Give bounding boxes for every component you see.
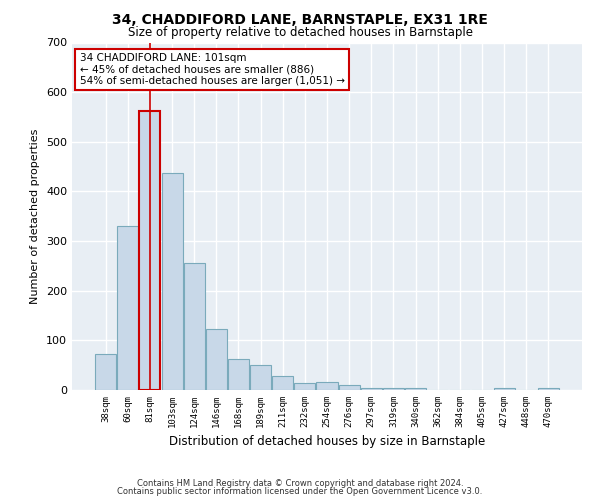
Text: 34 CHADDIFORD LANE: 101sqm
← 45% of detached houses are smaller (886)
54% of sem: 34 CHADDIFORD LANE: 101sqm ← 45% of deta… bbox=[80, 53, 344, 86]
Bar bbox=[494, 388, 515, 390]
Bar bbox=[316, 382, 338, 390]
Bar bbox=[206, 330, 227, 390]
Bar bbox=[250, 364, 271, 390]
Text: Contains HM Land Registry data © Crown copyright and database right 2024.: Contains HM Land Registry data © Crown c… bbox=[137, 478, 463, 488]
Y-axis label: Number of detached properties: Number of detached properties bbox=[31, 128, 40, 304]
Bar bbox=[184, 264, 205, 390]
Bar bbox=[118, 226, 139, 390]
Bar bbox=[272, 376, 293, 390]
Bar bbox=[95, 354, 116, 390]
Bar bbox=[228, 359, 249, 390]
Bar bbox=[538, 388, 559, 390]
Bar bbox=[383, 388, 404, 390]
Text: Size of property relative to detached houses in Barnstaple: Size of property relative to detached ho… bbox=[128, 26, 473, 39]
Text: 34, CHADDIFORD LANE, BARNSTAPLE, EX31 1RE: 34, CHADDIFORD LANE, BARNSTAPLE, EX31 1R… bbox=[112, 12, 488, 26]
Bar bbox=[338, 385, 359, 390]
Bar bbox=[295, 383, 316, 390]
Bar bbox=[405, 388, 426, 390]
X-axis label: Distribution of detached houses by size in Barnstaple: Distribution of detached houses by size … bbox=[169, 436, 485, 448]
Bar bbox=[361, 388, 382, 390]
Text: Contains public sector information licensed under the Open Government Licence v3: Contains public sector information licen… bbox=[118, 487, 482, 496]
Bar bbox=[139, 110, 160, 390]
Bar bbox=[161, 172, 182, 390]
